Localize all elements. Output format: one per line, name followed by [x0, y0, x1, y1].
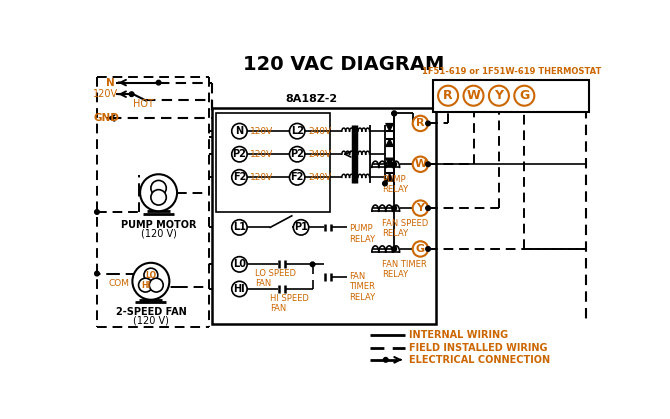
- Text: FAN
TIMER
RELAY: FAN TIMER RELAY: [349, 272, 375, 302]
- Text: 120V: 120V: [250, 127, 273, 136]
- Circle shape: [232, 220, 247, 235]
- Circle shape: [392, 111, 397, 116]
- Circle shape: [156, 80, 161, 85]
- Circle shape: [140, 174, 177, 211]
- Bar: [433, 80, 589, 112]
- Circle shape: [151, 181, 166, 196]
- Text: 1F51-619 or 1F51W-619 THERMOSTAT: 1F51-619 or 1F51W-619 THERMOSTAT: [422, 67, 602, 76]
- Text: (120 V): (120 V): [141, 228, 176, 238]
- Circle shape: [289, 147, 305, 162]
- Circle shape: [232, 257, 247, 272]
- Circle shape: [129, 92, 134, 96]
- Circle shape: [425, 247, 430, 251]
- Text: INTERNAL WIRING: INTERNAL WIRING: [409, 330, 508, 340]
- Text: 120 VAC DIAGRAM: 120 VAC DIAGRAM: [243, 54, 444, 74]
- Circle shape: [413, 241, 428, 257]
- Bar: [216, 114, 330, 212]
- Circle shape: [139, 278, 152, 292]
- Text: HOT: HOT: [133, 99, 154, 109]
- Polygon shape: [386, 158, 393, 166]
- Circle shape: [515, 86, 535, 106]
- Text: Y: Y: [416, 203, 424, 213]
- Text: N: N: [106, 78, 115, 88]
- Circle shape: [464, 86, 484, 106]
- Circle shape: [232, 281, 247, 297]
- Text: HI: HI: [234, 284, 245, 294]
- Text: W: W: [466, 89, 480, 102]
- Text: G: G: [416, 244, 425, 254]
- Circle shape: [149, 278, 163, 292]
- Polygon shape: [386, 139, 393, 147]
- Text: Y: Y: [494, 89, 503, 102]
- Circle shape: [94, 271, 99, 276]
- Circle shape: [232, 170, 247, 185]
- Text: L2: L2: [291, 126, 304, 136]
- Circle shape: [392, 247, 397, 251]
- Circle shape: [438, 86, 458, 106]
- Circle shape: [310, 262, 315, 266]
- Polygon shape: [386, 173, 393, 181]
- Circle shape: [151, 190, 166, 205]
- Text: P1: P1: [294, 222, 308, 233]
- Text: 2-SPEED FAN: 2-SPEED FAN: [115, 307, 186, 317]
- Text: F2: F2: [291, 172, 304, 182]
- Text: PUMP
RELAY: PUMP RELAY: [382, 175, 408, 194]
- Circle shape: [232, 124, 247, 139]
- Text: W: W: [414, 159, 427, 169]
- Text: N: N: [235, 126, 243, 136]
- Text: LO: LO: [145, 271, 156, 279]
- Text: G: G: [519, 89, 529, 102]
- Text: 120V: 120V: [93, 89, 118, 99]
- Text: F2: F2: [232, 172, 246, 182]
- Circle shape: [289, 170, 305, 185]
- Text: L1: L1: [233, 222, 246, 233]
- Text: GND: GND: [93, 113, 119, 123]
- Text: 240V: 240V: [308, 127, 331, 136]
- Text: FAN TIMER
RELAY: FAN TIMER RELAY: [382, 260, 427, 279]
- Circle shape: [425, 121, 430, 126]
- Text: P2: P2: [232, 149, 247, 159]
- Text: HI: HI: [141, 281, 150, 290]
- Circle shape: [289, 124, 305, 139]
- Circle shape: [413, 157, 428, 172]
- Circle shape: [293, 220, 309, 235]
- Circle shape: [144, 268, 158, 282]
- Text: 120V: 120V: [250, 150, 273, 159]
- Circle shape: [383, 181, 387, 186]
- Polygon shape: [386, 124, 393, 131]
- Text: HI SPEED
FAN: HI SPEED FAN: [270, 294, 309, 313]
- Text: COM: COM: [109, 279, 129, 288]
- Bar: [212, 108, 436, 323]
- Circle shape: [392, 111, 397, 116]
- Text: 8A18Z-2: 8A18Z-2: [285, 94, 338, 104]
- Circle shape: [413, 116, 428, 131]
- Text: R: R: [416, 119, 425, 129]
- Text: PUMP
RELAY: PUMP RELAY: [349, 224, 375, 244]
- Text: FIELD INSTALLED WIRING: FIELD INSTALLED WIRING: [409, 342, 547, 352]
- Text: R: R: [444, 89, 453, 102]
- Text: 120V: 120V: [250, 173, 273, 182]
- Circle shape: [425, 162, 430, 166]
- Text: PUMP MOTOR: PUMP MOTOR: [121, 220, 196, 230]
- Text: (120 V): (120 V): [133, 315, 169, 325]
- Circle shape: [133, 263, 170, 300]
- Circle shape: [392, 162, 397, 166]
- Text: P2: P2: [290, 149, 304, 159]
- Text: LO SPEED
FAN: LO SPEED FAN: [255, 269, 296, 288]
- Circle shape: [383, 357, 388, 362]
- Circle shape: [425, 206, 430, 210]
- Circle shape: [413, 200, 428, 216]
- Text: FAN SPEED
RELAY: FAN SPEED RELAY: [382, 219, 428, 238]
- Text: ELECTRICAL CONNECTION: ELECTRICAL CONNECTION: [409, 355, 550, 365]
- Text: 240V: 240V: [308, 173, 331, 182]
- Circle shape: [94, 210, 99, 214]
- Circle shape: [232, 147, 247, 162]
- Circle shape: [392, 206, 397, 210]
- Text: L0: L0: [233, 259, 246, 269]
- Circle shape: [489, 86, 509, 106]
- Text: 240V: 240V: [308, 150, 331, 159]
